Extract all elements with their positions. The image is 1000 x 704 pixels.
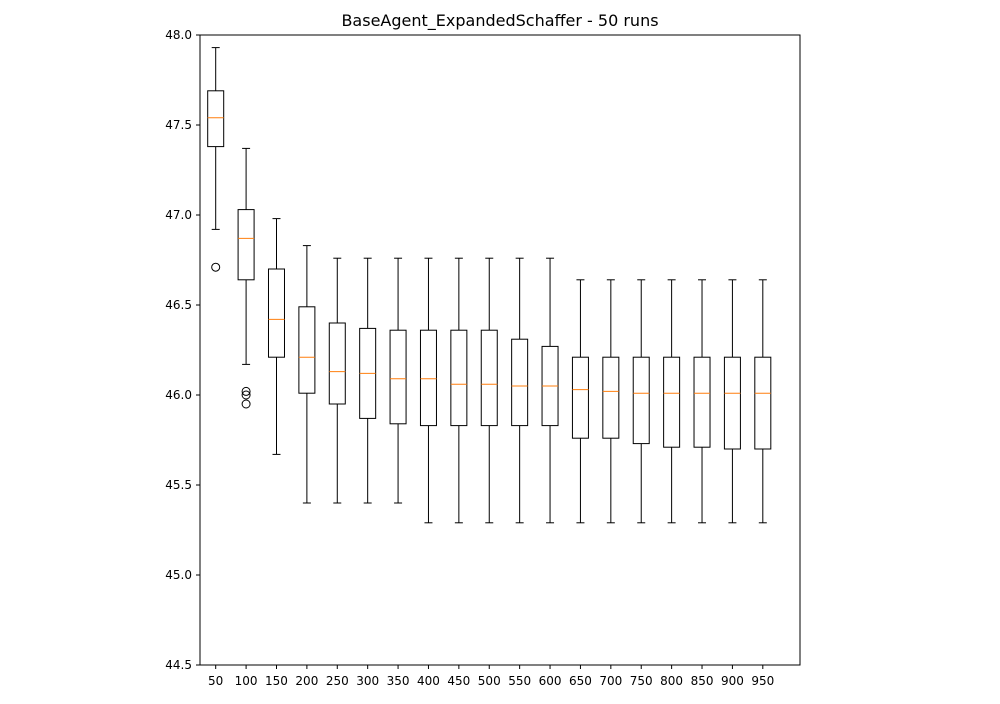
x-tick-label: 250: [326, 674, 349, 688]
box-group: [207, 47, 225, 272]
x-tick-label: 650: [569, 674, 592, 688]
x-tick-label: 550: [508, 674, 531, 688]
box: [298, 306, 316, 394]
x-tick-label: 600: [539, 674, 562, 688]
box-group: [663, 279, 681, 524]
y-tick-label: 45.5: [165, 478, 192, 492]
box: [328, 322, 346, 405]
box-group: [419, 257, 437, 524]
y-tick-label: 46.5: [165, 298, 192, 312]
y-tick-label: 47.0: [165, 208, 192, 222]
box: [389, 329, 407, 425]
box-group: [571, 279, 589, 524]
x-tick-label: 150: [265, 674, 288, 688]
box-group: [328, 257, 346, 504]
x-tick-label: 900: [721, 674, 744, 688]
outlier-point: [241, 386, 251, 396]
x-tick-label: 450: [447, 674, 470, 688]
y-tick-label: 48.0: [165, 28, 192, 42]
box: [602, 356, 620, 439]
x-tick-label: 300: [356, 674, 379, 688]
x-tick-label: 800: [660, 674, 683, 688]
x-tick-label: 500: [478, 674, 501, 688]
y-axis: 44.5 45.0 45.5 46.0 46.5 47.0 47.5 48.0: [165, 28, 200, 672]
box-group: [723, 279, 741, 524]
y-tick-label: 47.5: [165, 118, 192, 132]
box: [723, 356, 741, 450]
x-tick-label: 850: [691, 674, 714, 688]
chart-title: BaseAgent_ExpandedSchaffer - 50 runs: [341, 11, 658, 31]
box-group: [541, 257, 559, 524]
box: [632, 356, 650, 445]
x-tick-label: 400: [417, 674, 440, 688]
y-tick-label: 46.0: [165, 388, 192, 402]
box: [267, 268, 285, 358]
y-tick-label: 45.0: [165, 568, 192, 582]
box: [207, 90, 225, 148]
box-group: [237, 147, 255, 409]
outlier-point: [241, 399, 251, 409]
box-group: [511, 257, 529, 524]
x-tick-label: 100: [235, 674, 258, 688]
x-tick-label: 50: [208, 674, 223, 688]
box-group: [450, 257, 468, 524]
x-tick-label: 700: [599, 674, 622, 688]
outlier-point: [241, 390, 251, 400]
x-tick-label: 950: [751, 674, 774, 688]
box: [571, 356, 589, 439]
x-tick-label: 350: [387, 674, 410, 688]
x-tick-label: 200: [295, 674, 318, 688]
x-tick-label: 750: [630, 674, 653, 688]
box-series: [207, 47, 772, 524]
box: [693, 356, 711, 448]
box: [450, 329, 468, 427]
plot-frame: [199, 34, 801, 666]
box-group: [754, 279, 772, 524]
box: [419, 329, 437, 427]
box-group: [298, 245, 316, 504]
box: [663, 356, 681, 448]
box: [237, 209, 255, 281]
y-tick-label: 44.5: [165, 658, 192, 672]
box-group: [632, 279, 650, 524]
box-group: [693, 279, 711, 524]
box: [511, 338, 529, 427]
box-group: [480, 257, 498, 524]
box: [754, 356, 772, 450]
box-group: [602, 279, 620, 524]
box: [480, 329, 498, 427]
x-axis: 50 100 150 200 250 300 350 400 450 500 550 600 650 70…: [208, 665, 774, 688]
box-group: [389, 257, 407, 504]
box-group: [267, 218, 285, 455]
box-group: [359, 257, 377, 504]
outlier-point: [211, 262, 221, 272]
